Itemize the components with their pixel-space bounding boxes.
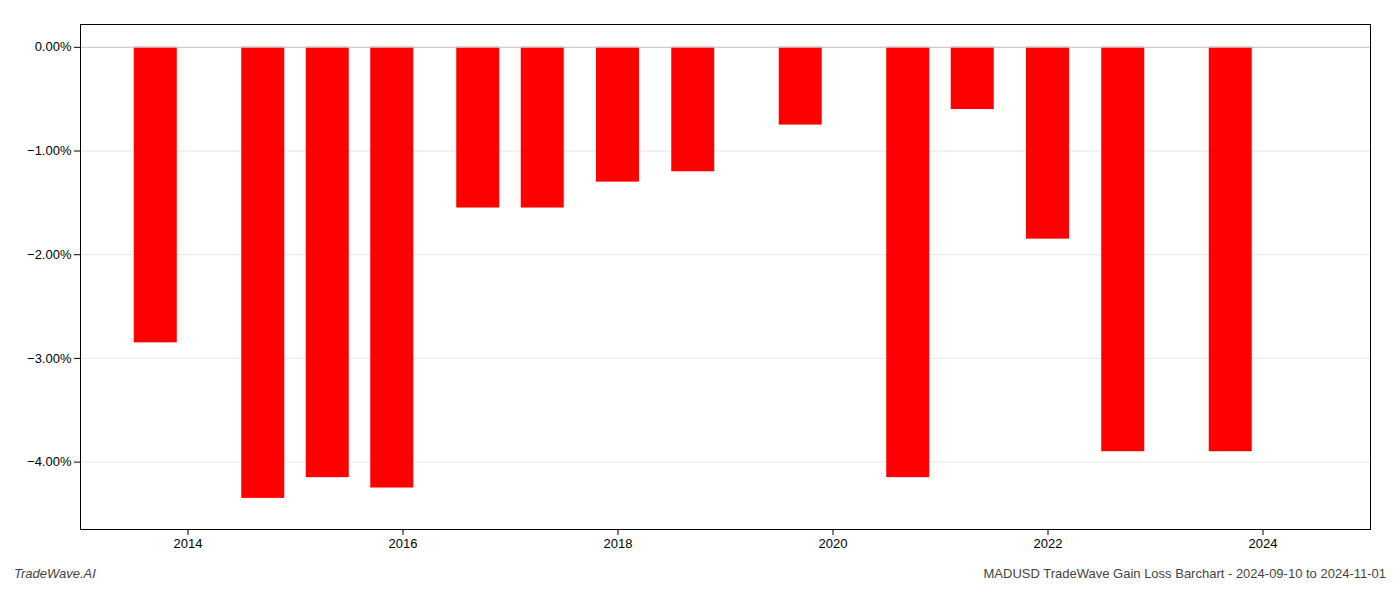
svg-text:−2.00%: −2.00% (27, 247, 72, 262)
html-text:MADUSD TradeWave Gain Loss Bar: MADUSD TradeWave Gain Loss Barchart - 20… (983, 566, 1386, 581)
svg-text:−4.00%: −4.00% (27, 454, 72, 469)
svg-text:2018: 2018 (604, 536, 633, 551)
svg-text:−3.00%: −3.00% (27, 351, 72, 366)
svg-text:2022: 2022 (1034, 536, 1063, 551)
svg-text:−1.00%: −1.00% (27, 143, 72, 158)
svg-text:0.00%: 0.00% (35, 39, 72, 54)
html-text:TradeWave.AI: TradeWave.AI (14, 566, 96, 581)
svg-text:2014: 2014 (174, 536, 203, 551)
svg-text:2020: 2020 (819, 536, 848, 551)
svg-text:2024: 2024 (1249, 536, 1278, 551)
svg-text:2016: 2016 (389, 536, 418, 551)
